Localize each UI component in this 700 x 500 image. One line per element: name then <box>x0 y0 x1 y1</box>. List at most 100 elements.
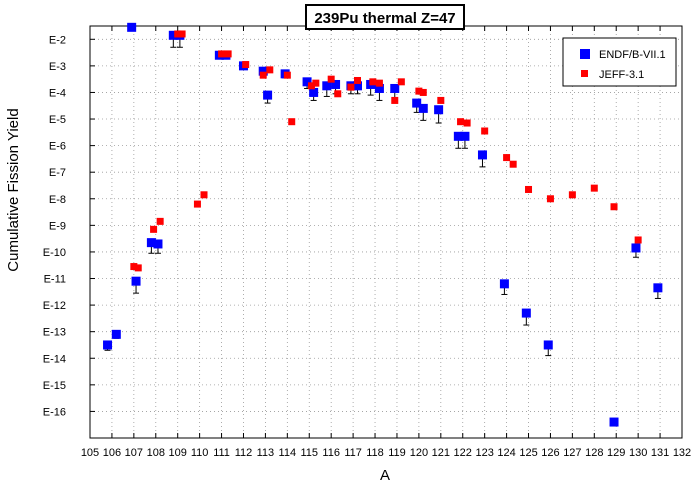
data-point-jeff <box>568 191 576 199</box>
data-point-jeff <box>174 30 182 38</box>
data-point-endf <box>352 81 362 91</box>
data-point-endf <box>153 239 163 249</box>
y-tick-label: E-14 <box>43 353 66 365</box>
x-tick-label: 120 <box>410 447 428 459</box>
data-point-endf <box>131 276 141 286</box>
data-point-jeff <box>437 96 445 104</box>
x-tick-label: 119 <box>388 447 406 459</box>
data-point-endf <box>499 279 509 289</box>
data-point-endf <box>263 90 273 100</box>
data-point-jeff <box>415 87 423 95</box>
chart-title-frame <box>305 4 465 30</box>
y-tick-label: E-16 <box>43 406 66 418</box>
x-tick-label: 129 <box>607 447 625 459</box>
y-tick-label: E-11 <box>44 274 66 286</box>
x-tick-label: 121 <box>432 447 450 459</box>
data-point-jeff <box>150 225 158 233</box>
x-tick-label: 125 <box>519 447 537 459</box>
data-point-endf <box>374 83 384 93</box>
legend-label-jeff: JEFF-3.1 <box>599 69 644 81</box>
data-point-endf <box>127 22 137 32</box>
data-point-jeff <box>334 90 342 98</box>
data-point-jeff <box>193 200 201 208</box>
data-point-endf <box>302 77 312 87</box>
data-point-jeff <box>391 96 399 104</box>
data-point-endf <box>543 340 553 350</box>
data-point-endf <box>521 308 531 318</box>
data-point-endf <box>103 340 113 350</box>
data-point-endf <box>168 30 178 40</box>
y-tick-label: E-13 <box>43 327 66 339</box>
y-tick-label: E-4 <box>49 87 66 99</box>
x-tick-label: 116 <box>322 447 340 459</box>
x-tick-label: 110 <box>191 447 209 459</box>
data-point-jeff <box>397 78 405 86</box>
x-tick-label: 122 <box>454 447 472 459</box>
data-point-endf <box>111 329 121 339</box>
data-point-endf <box>418 103 428 113</box>
data-point-jeff <box>509 160 517 168</box>
x-tick-label: 124 <box>497 447 515 459</box>
x-tick-label: 113 <box>257 447 275 459</box>
data-point-jeff <box>634 236 642 244</box>
x-tick-label: 130 <box>629 447 647 459</box>
data-point-endf <box>609 417 619 427</box>
x-tick-label: 118 <box>366 447 384 459</box>
data-point-endf <box>258 66 268 76</box>
data-point-jeff <box>156 217 164 225</box>
data-point-jeff <box>419 88 427 96</box>
data-point-jeff <box>130 263 138 271</box>
data-point-jeff <box>259 71 267 79</box>
legend: ENDF/B-VII.1 JEFF-3.1 <box>562 37 677 87</box>
y-tick-label: E-7 <box>49 167 66 179</box>
y-tick-label: E-6 <box>49 141 66 153</box>
x-tick-label: 106 <box>103 447 121 459</box>
data-point-endf <box>460 131 470 141</box>
x-tick-label: 126 <box>541 447 559 459</box>
x-tick-label: 111 <box>213 447 230 459</box>
data-point-endf <box>390 83 400 93</box>
x-axis-title: A <box>380 467 390 484</box>
y-tick-label: E-15 <box>43 380 66 392</box>
x-tick-label: 115 <box>300 447 318 459</box>
data-point-jeff <box>590 184 598 192</box>
data-point-jeff <box>283 71 291 79</box>
y-tick-label: E-8 <box>49 194 66 206</box>
y-tick-label: E-12 <box>43 300 66 312</box>
points-layer <box>103 22 663 427</box>
grid-layer <box>90 26 682 438</box>
y-axis-title: Cumulative Fission Yield <box>5 108 22 271</box>
x-tick-label: 127 <box>563 447 581 459</box>
data-point-endf <box>453 131 463 141</box>
data-point-jeff <box>375 79 383 87</box>
data-point-endf <box>434 105 444 115</box>
data-point-jeff <box>546 195 554 203</box>
x-tick-label: 114 <box>279 447 297 459</box>
data-point-jeff <box>288 118 296 126</box>
chart-title-box: 239Pu thermal Z=47 <box>305 4 465 30</box>
data-point-endf <box>146 238 156 248</box>
data-point-endf <box>331 79 341 89</box>
y-tick-label: E-9 <box>49 220 66 232</box>
chart-title: 239Pu thermal Z=47 <box>314 10 455 27</box>
x-tick-label: 109 <box>169 447 187 459</box>
x-tick-label: 108 <box>147 447 165 459</box>
data-point-jeff <box>457 118 465 126</box>
x-tick-label: 117 <box>344 447 362 459</box>
data-point-jeff <box>266 66 274 74</box>
y-tick-label: E-2 <box>49 34 66 46</box>
y-tick-label: E-3 <box>49 61 66 73</box>
x-tick-label: 131 <box>651 447 669 459</box>
data-point-jeff <box>178 30 186 38</box>
data-point-endf <box>477 150 487 160</box>
y-tick-label: E-10 <box>43 247 66 259</box>
plot-frame <box>89 25 683 439</box>
x-tick-label: 128 <box>585 447 603 459</box>
data-point-jeff <box>347 83 355 91</box>
data-point-jeff <box>327 75 335 83</box>
legend-marker-jeff <box>581 70 588 77</box>
x-tick-label: 123 <box>475 447 493 459</box>
y-tick-label: E-5 <box>49 114 66 126</box>
ticks-layer: E-2 E-3 E-4 E-5 E-6 E-7 E-8 E-9 E-10 E-11 E-12 E-13… <box>43 26 691 459</box>
